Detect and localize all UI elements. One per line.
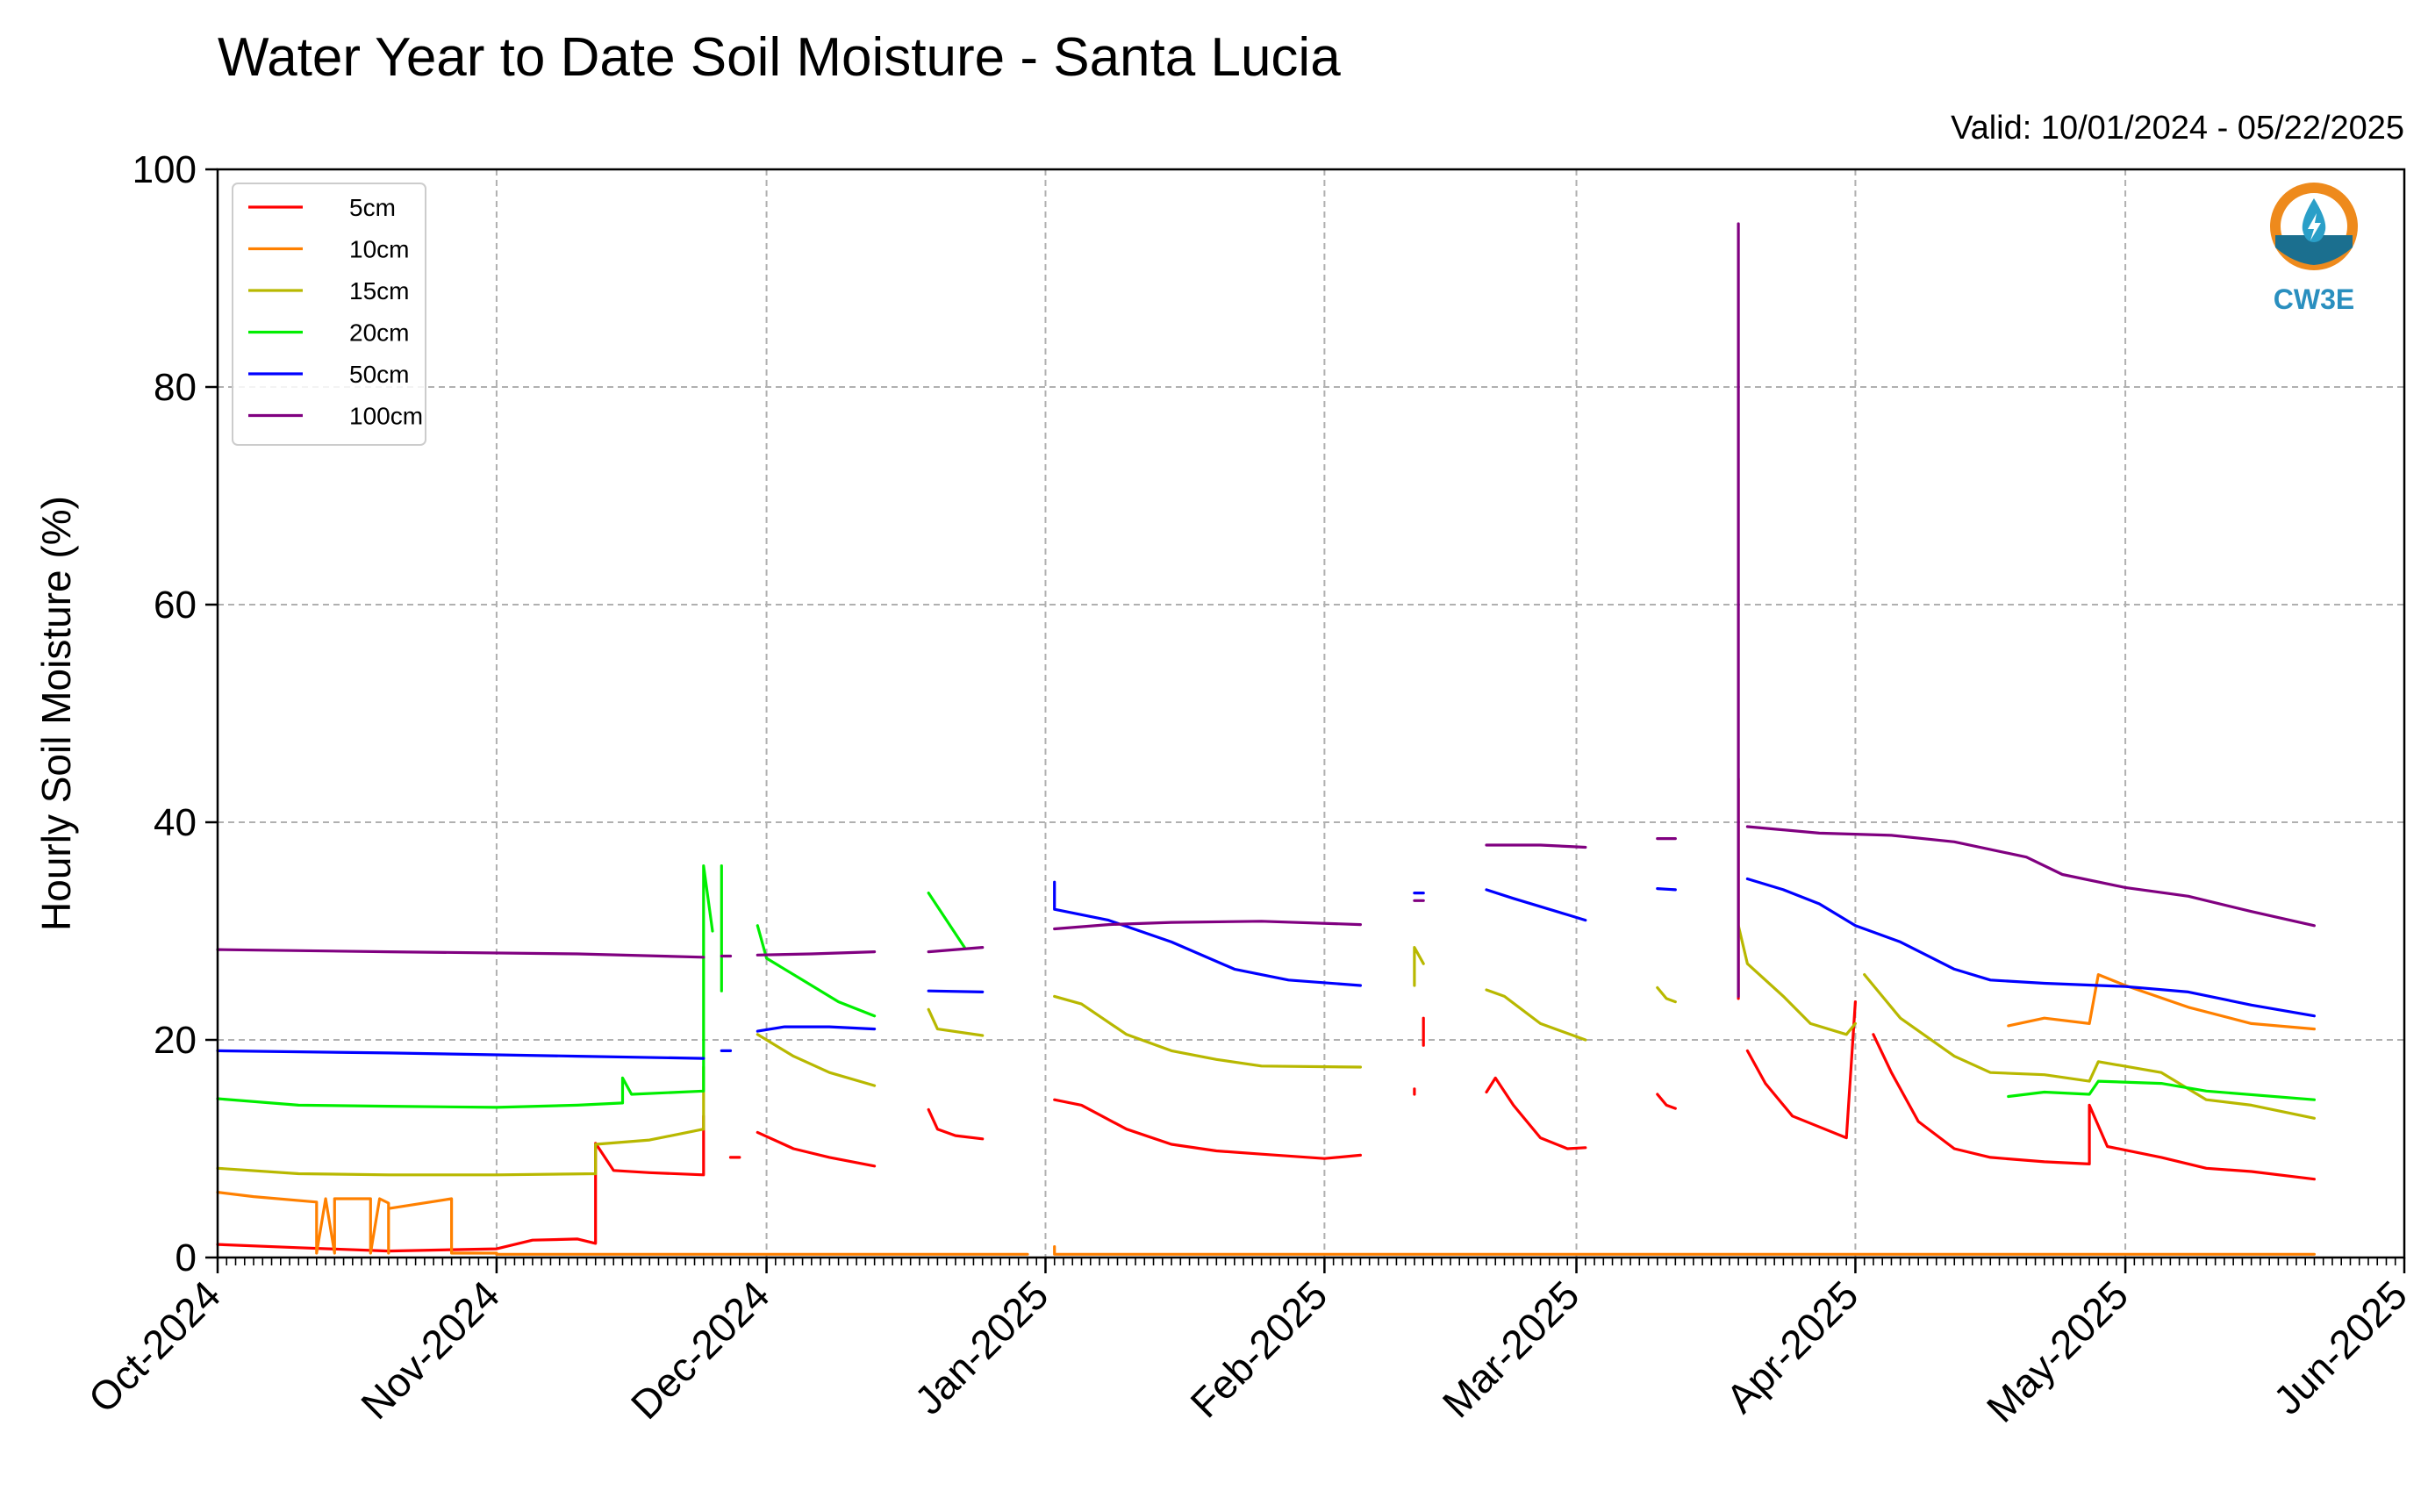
series-line-15cm — [1053, 994, 1362, 1069]
legend-label-50cm: 50cm — [349, 361, 409, 388]
series-line-50cm — [1745, 877, 2316, 1018]
series-line-15cm — [1485, 988, 1587, 1042]
series-line-15cm — [1737, 924, 1857, 1036]
series-line-50cm — [1053, 880, 1362, 987]
series-line-20cm — [756, 924, 877, 1018]
series-line-50cm — [927, 989, 985, 993]
series-line-15cm — [756, 1033, 877, 1087]
series-line-50cm — [1656, 887, 1677, 892]
series-line-5cm — [927, 1107, 985, 1141]
series-line-5cm — [756, 1130, 877, 1168]
series-50cm — [216, 877, 2316, 1060]
plot-frame — [216, 168, 2406, 1259]
series-line-100cm — [756, 950, 877, 957]
legend-label-5cm: 5cm — [349, 194, 396, 221]
series-line-100cm — [1745, 825, 2316, 928]
series-20cm — [216, 864, 2316, 1109]
series-line-15cm — [216, 1065, 705, 1177]
lightning-icon — [2308, 213, 2321, 240]
chart-title: Water Year to Date Soil Moisture - Santa… — [218, 27, 1341, 88]
series-layer — [216, 222, 2316, 1256]
series-line-50cm — [1485, 888, 1587, 922]
series-line-20cm — [927, 892, 966, 949]
y-tick-label: 20 — [154, 1019, 197, 1062]
y-tick-label: 100 — [133, 148, 197, 191]
y-tick-label: 60 — [154, 584, 197, 627]
series-line-20cm — [216, 864, 714, 1109]
series-line-10cm — [1053, 1245, 2316, 1256]
legend-label-100cm: 100cm — [349, 403, 423, 430]
legend-label-15cm: 15cm — [349, 277, 409, 305]
series-line-5cm — [1745, 1000, 1857, 1140]
chart-subtitle: Valid: 10/01/2024 - 05/22/2025 — [1951, 110, 2404, 147]
y-axis-label: Hourly Soil Moisture (%) — [33, 496, 79, 931]
y-tick-label: 40 — [154, 801, 197, 844]
series-line-50cm — [216, 1049, 705, 1060]
series-line-10cm — [2007, 973, 2316, 1031]
series-line-100cm — [927, 946, 985, 954]
series-line-15cm — [1413, 946, 1425, 987]
series-line-15cm — [1656, 985, 1677, 1004]
series-line-10cm — [216, 1191, 498, 1255]
grid-lines — [218, 169, 2404, 1258]
logo-text: CW3E — [2274, 283, 2354, 315]
series-line-5cm — [1872, 1033, 2316, 1181]
series-10cm — [216, 973, 2316, 1256]
series-line-50cm — [756, 1025, 877, 1033]
legend-items: 5cm 10cm 15cm 20cm 50cm 100cm — [248, 194, 423, 430]
series-15cm — [216, 924, 2316, 1177]
y-tick-label: 0 — [175, 1236, 197, 1279]
y-axis: 0 20 40 60 80 100 — [133, 148, 218, 1279]
series-line-15cm — [927, 1007, 985, 1037]
series-line-100cm — [216, 948, 705, 959]
cw3e-logo: CW3E — [2270, 183, 2358, 315]
series-line-5cm — [1656, 1093, 1677, 1110]
legend: 5cm 10cm 15cm 20cm 50cm 100cm — [232, 183, 426, 446]
series-100cm — [216, 222, 2316, 998]
series-line-5cm — [216, 1114, 705, 1253]
series-line-5cm — [1485, 1076, 1587, 1150]
series-line-5cm — [1053, 1098, 1362, 1160]
series-line-20cm — [2007, 1079, 2316, 1101]
legend-label-10cm: 10cm — [349, 236, 409, 263]
logo-wave — [2275, 235, 2353, 265]
series-line-100cm — [1485, 843, 1587, 849]
series-line-15cm — [1863, 973, 2316, 1120]
series-line-100cm — [1053, 920, 1362, 931]
y-tick-label: 80 — [154, 366, 197, 409]
legend-label-20cm: 20cm — [349, 319, 409, 347]
